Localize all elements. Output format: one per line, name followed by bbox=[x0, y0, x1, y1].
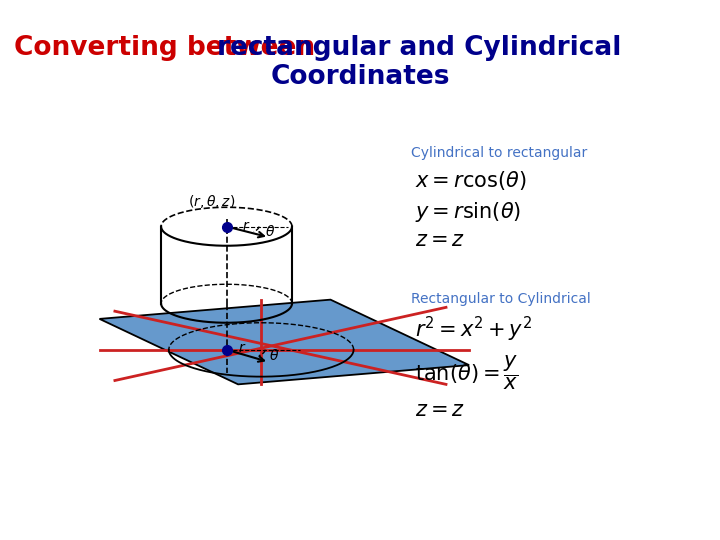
Text: $z = z$: $z = z$ bbox=[415, 400, 465, 420]
Text: $x = r\cos(\theta)$: $x = r\cos(\theta)$ bbox=[415, 168, 527, 192]
Text: $r$: $r$ bbox=[238, 341, 246, 355]
Text: Cylindrical to rectangular: Cylindrical to rectangular bbox=[411, 146, 588, 160]
Text: Converting between: Converting between bbox=[14, 35, 325, 61]
Text: Rectangular to Cylindrical: Rectangular to Cylindrical bbox=[411, 292, 591, 306]
Text: $\theta$: $\theta$ bbox=[269, 348, 279, 363]
Polygon shape bbox=[99, 300, 469, 384]
Text: $z = z$: $z = z$ bbox=[415, 231, 465, 251]
Text: $\tan(\theta) = \dfrac{y}{x}$: $\tan(\theta) = \dfrac{y}{x}$ bbox=[415, 354, 518, 392]
Text: $r^2 = x^2 + y^2$: $r^2 = x^2 + y^2$ bbox=[415, 315, 532, 345]
Text: $y = r\sin(\theta)$: $y = r\sin(\theta)$ bbox=[415, 200, 521, 224]
Text: $(r,\theta,z)$: $(r,\theta,z)$ bbox=[188, 193, 235, 210]
Text: $r$: $r$ bbox=[242, 219, 251, 233]
Text: Coordinates: Coordinates bbox=[270, 64, 450, 90]
Text: $\theta$: $\theta$ bbox=[265, 224, 275, 239]
Text: rectangular and Cylindrical: rectangular and Cylindrical bbox=[217, 35, 622, 61]
